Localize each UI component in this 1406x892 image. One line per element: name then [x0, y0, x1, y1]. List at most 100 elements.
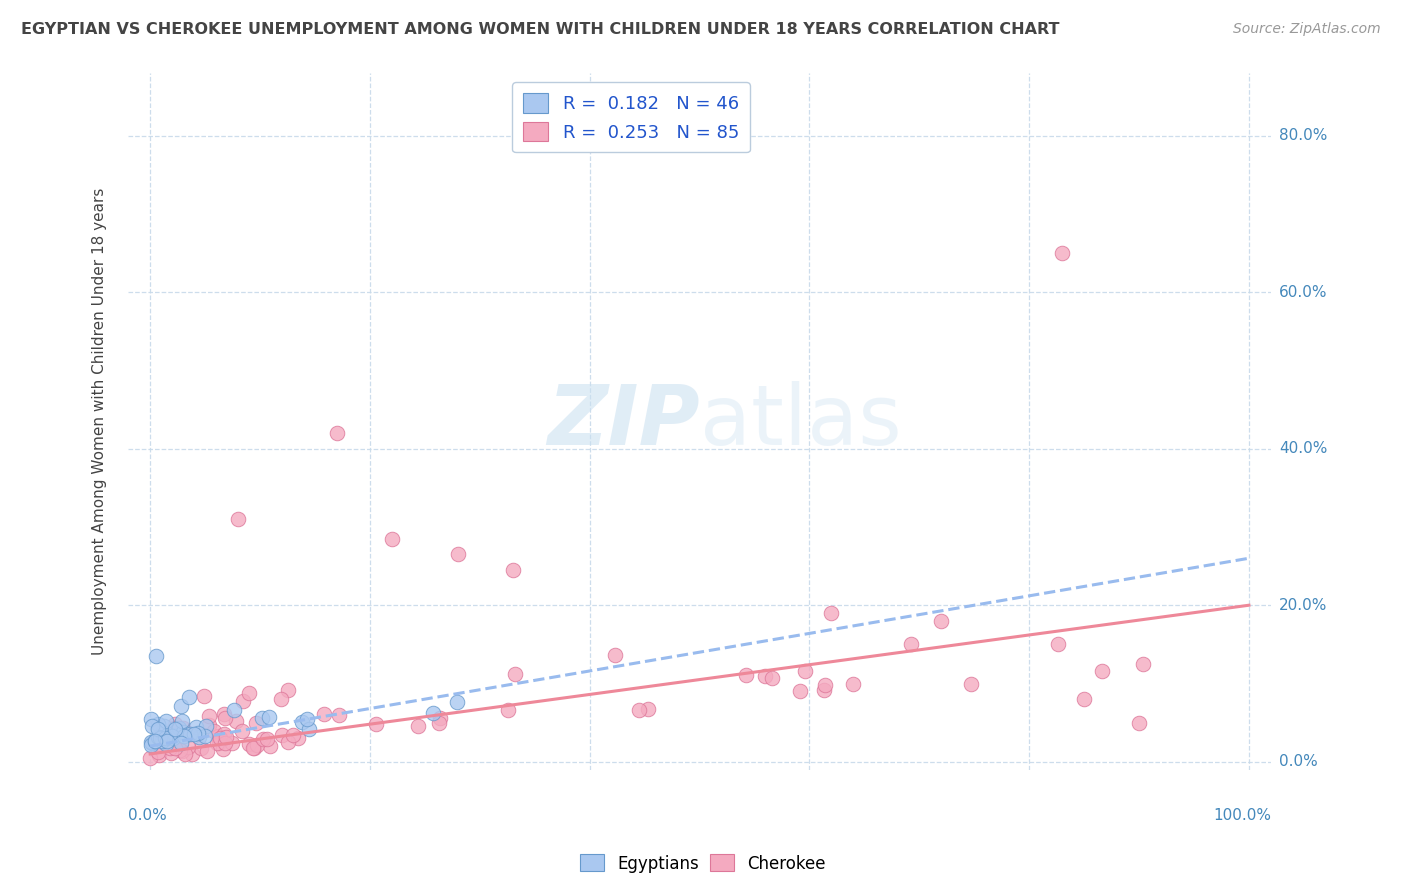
- Point: [163, 740, 186, 755]
- Point: [366, 716, 388, 731]
- Point: [163, 721, 186, 735]
- Point: [163, 728, 186, 742]
- Point: [1050, 246, 1073, 260]
- Point: [242, 741, 264, 756]
- Point: [170, 735, 193, 749]
- Point: [179, 727, 201, 741]
- Point: [503, 666, 526, 681]
- Point: [295, 712, 318, 726]
- Point: [190, 741, 212, 756]
- Point: [238, 686, 260, 700]
- Point: [160, 746, 183, 760]
- Point: [214, 737, 236, 751]
- Point: [215, 731, 238, 745]
- Point: [328, 708, 350, 723]
- Text: Source: ZipAtlas.com: Source: ZipAtlas.com: [1233, 22, 1381, 37]
- Point: [813, 683, 835, 698]
- Point: [225, 714, 247, 729]
- Point: [163, 721, 186, 735]
- Point: [150, 725, 173, 739]
- Text: 0.0%: 0.0%: [1279, 755, 1317, 769]
- Point: [172, 721, 194, 735]
- Point: [250, 711, 273, 725]
- Point: [842, 677, 865, 691]
- Point: [155, 731, 177, 746]
- Point: [900, 637, 922, 651]
- Point: [163, 722, 186, 736]
- Point: [155, 737, 177, 751]
- Point: [141, 736, 163, 750]
- Point: [209, 731, 232, 745]
- Point: [252, 731, 274, 746]
- Point: [270, 728, 292, 742]
- Point: [502, 563, 524, 577]
- Point: [149, 731, 172, 745]
- Point: [150, 734, 173, 748]
- Point: [270, 692, 292, 706]
- Point: [214, 727, 236, 741]
- Point: [169, 743, 191, 757]
- Point: [143, 734, 166, 748]
- Y-axis label: Unemployment Among Women with Children Under 18 years: Unemployment Among Women with Children U…: [93, 187, 107, 655]
- Point: [172, 725, 194, 739]
- Point: [256, 731, 278, 746]
- Point: [155, 714, 177, 728]
- Point: [198, 709, 221, 723]
- Point: [224, 703, 246, 717]
- Point: [183, 726, 205, 740]
- Point: [326, 425, 349, 440]
- Point: [169, 698, 191, 713]
- Point: [143, 734, 166, 748]
- Point: [207, 729, 229, 743]
- Point: [287, 731, 309, 745]
- Point: [793, 665, 815, 679]
- Point: [173, 730, 195, 744]
- Point: [246, 738, 269, 752]
- Point: [814, 678, 837, 692]
- Point: [141, 718, 163, 732]
- Point: [195, 719, 218, 733]
- Legend: R =  0.182   N = 46, R =  0.253   N = 85: R = 0.182 N = 46, R = 0.253 N = 85: [512, 82, 749, 153]
- Point: [789, 684, 811, 698]
- Point: [314, 706, 336, 721]
- Point: [1132, 657, 1154, 671]
- Point: [221, 736, 243, 750]
- Point: [177, 740, 200, 755]
- Point: [232, 694, 254, 708]
- Point: [212, 742, 235, 756]
- Point: [761, 671, 783, 685]
- Point: [1073, 692, 1095, 706]
- Point: [162, 731, 184, 746]
- Point: [205, 736, 228, 750]
- Point: [447, 547, 470, 561]
- Point: [148, 745, 170, 759]
- Point: [148, 722, 170, 736]
- Point: [139, 750, 162, 764]
- Point: [163, 717, 186, 731]
- Point: [148, 717, 170, 731]
- Point: [193, 690, 215, 704]
- Point: [187, 726, 209, 740]
- Point: [277, 683, 299, 698]
- Text: atlas: atlas: [700, 381, 901, 462]
- Point: [298, 722, 321, 736]
- Point: [605, 648, 627, 662]
- Point: [167, 721, 190, 735]
- Point: [207, 736, 229, 750]
- Point: [195, 744, 218, 758]
- Point: [422, 706, 444, 721]
- Point: [754, 669, 776, 683]
- Point: [406, 719, 429, 733]
- Text: 20.0%: 20.0%: [1279, 598, 1327, 613]
- Point: [427, 716, 450, 731]
- Point: [179, 690, 201, 704]
- Point: [291, 715, 314, 730]
- Point: [277, 735, 299, 749]
- Legend: Egyptians, Cherokee: Egyptians, Cherokee: [574, 847, 832, 880]
- Point: [1128, 715, 1150, 730]
- Point: [153, 719, 176, 733]
- Point: [212, 707, 235, 722]
- Point: [245, 716, 267, 731]
- Point: [429, 711, 451, 725]
- Point: [257, 709, 280, 723]
